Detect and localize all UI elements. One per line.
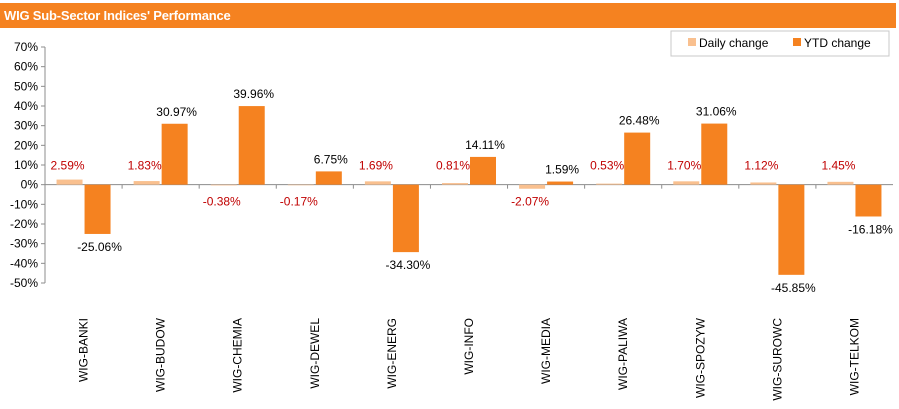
ytd-change-bar [855, 184, 882, 217]
daily-change-bar [210, 184, 237, 186]
y-tick-label: 10% [14, 158, 38, 172]
daily-data-label: 1.45% [821, 159, 855, 173]
ytd-change-bar [238, 106, 265, 185]
y-tick-label: 50% [14, 79, 38, 93]
x-category-label: WIG-PALIWA [616, 318, 630, 390]
ytd-data-label: 30.97% [156, 105, 197, 119]
ytd-data-label: 14.11% [465, 138, 505, 152]
ytd-data-label: 26.48% [619, 114, 660, 128]
daily-data-label: -0.38% [203, 195, 241, 209]
legend-swatch-daily [688, 38, 696, 46]
y-tick-label: 0% [21, 178, 39, 192]
ytd-change-bar [778, 184, 805, 275]
x-category-label: WIG-SUROWC [770, 318, 784, 401]
legend-box [670, 30, 890, 57]
ytd-change-bar [547, 181, 574, 185]
daily-data-label: 0.53% [590, 159, 624, 173]
x-category-label: WIG-TELKOM [847, 318, 861, 395]
ytd-change-bar [315, 171, 342, 185]
chart-header: WIG Sub-Sector Indices' Performance [0, 3, 896, 28]
daily-change-bar [750, 182, 777, 185]
legend-label-daily: Daily change [699, 36, 769, 50]
daily-data-label: 1.83% [128, 159, 162, 173]
ytd-data-label: 31.06% [696, 105, 737, 119]
ytd-data-label: 6.75% [314, 152, 348, 166]
daily-data-label: -2.07% [511, 195, 549, 209]
daily-change-bar [56, 179, 83, 185]
x-category-label: WIG-MEDIA [539, 318, 553, 384]
daily-data-label: 0.81% [436, 159, 470, 173]
ytd-change-bar [470, 156, 496, 185]
chart-title: WIG Sub-Sector Indices' Performance [4, 8, 231, 23]
x-category-label: WIG-BANKI [77, 318, 91, 382]
ytd-change-bar [84, 184, 111, 234]
ytd-change-bar [392, 184, 419, 253]
ytd-data-label: 39.96% [233, 87, 274, 101]
daily-change-bar [442, 183, 468, 185]
daily-data-label: 2.59% [51, 159, 85, 173]
daily-change-bar [519, 184, 546, 189]
ytd-data-label: -25.06% [77, 240, 122, 254]
y-tick-label: 60% [14, 60, 38, 74]
ytd-data-label: 1.59% [545, 163, 579, 177]
y-tick-label: -50% [10, 276, 38, 290]
y-tick-label: -40% [10, 256, 38, 270]
daily-change-bar [673, 181, 700, 185]
y-tick-label: 30% [14, 119, 38, 133]
x-category-label: WIG-ENERG [385, 318, 399, 389]
daily-change-bar [364, 181, 391, 185]
x-category-label: WIG-SPOZYW [693, 317, 707, 398]
daily-data-label: 1.70% [667, 159, 701, 173]
daily-change-bar [596, 183, 623, 185]
y-tick-label: 40% [14, 99, 38, 113]
ytd-data-label: -45.85% [771, 281, 816, 295]
ytd-change-bar [161, 123, 188, 185]
daily-change-bar [133, 181, 160, 185]
daily-data-label: -0.17% [280, 195, 318, 209]
daily-data-label: 1.12% [744, 159, 778, 173]
y-tick-label: -10% [10, 197, 38, 211]
y-tick-label: 70% [14, 40, 38, 54]
y-tick-label: 20% [14, 138, 38, 152]
x-category-label: WIG-BUDOW [154, 317, 168, 392]
y-tick-label: -20% [10, 217, 38, 231]
legend-label-ytd: YTD change [804, 36, 871, 50]
daily-change-bar [287, 184, 314, 186]
daily-change-bar [827, 181, 854, 185]
ytd-change-bar [624, 132, 651, 185]
x-category-label: WIG-INFO [462, 318, 476, 375]
daily-data-label: 1.69% [359, 159, 393, 173]
ytd-change-bar [701, 123, 728, 185]
ytd-data-label: -34.30% [386, 258, 431, 272]
x-category-label: WIG-CHEMIA [231, 318, 245, 393]
y-tick-label: -30% [10, 237, 38, 251]
legend-swatch-ytd [793, 38, 801, 46]
ytd-data-label: -16.18% [848, 222, 893, 236]
x-category-label: WIG-DEWEL [308, 318, 322, 389]
